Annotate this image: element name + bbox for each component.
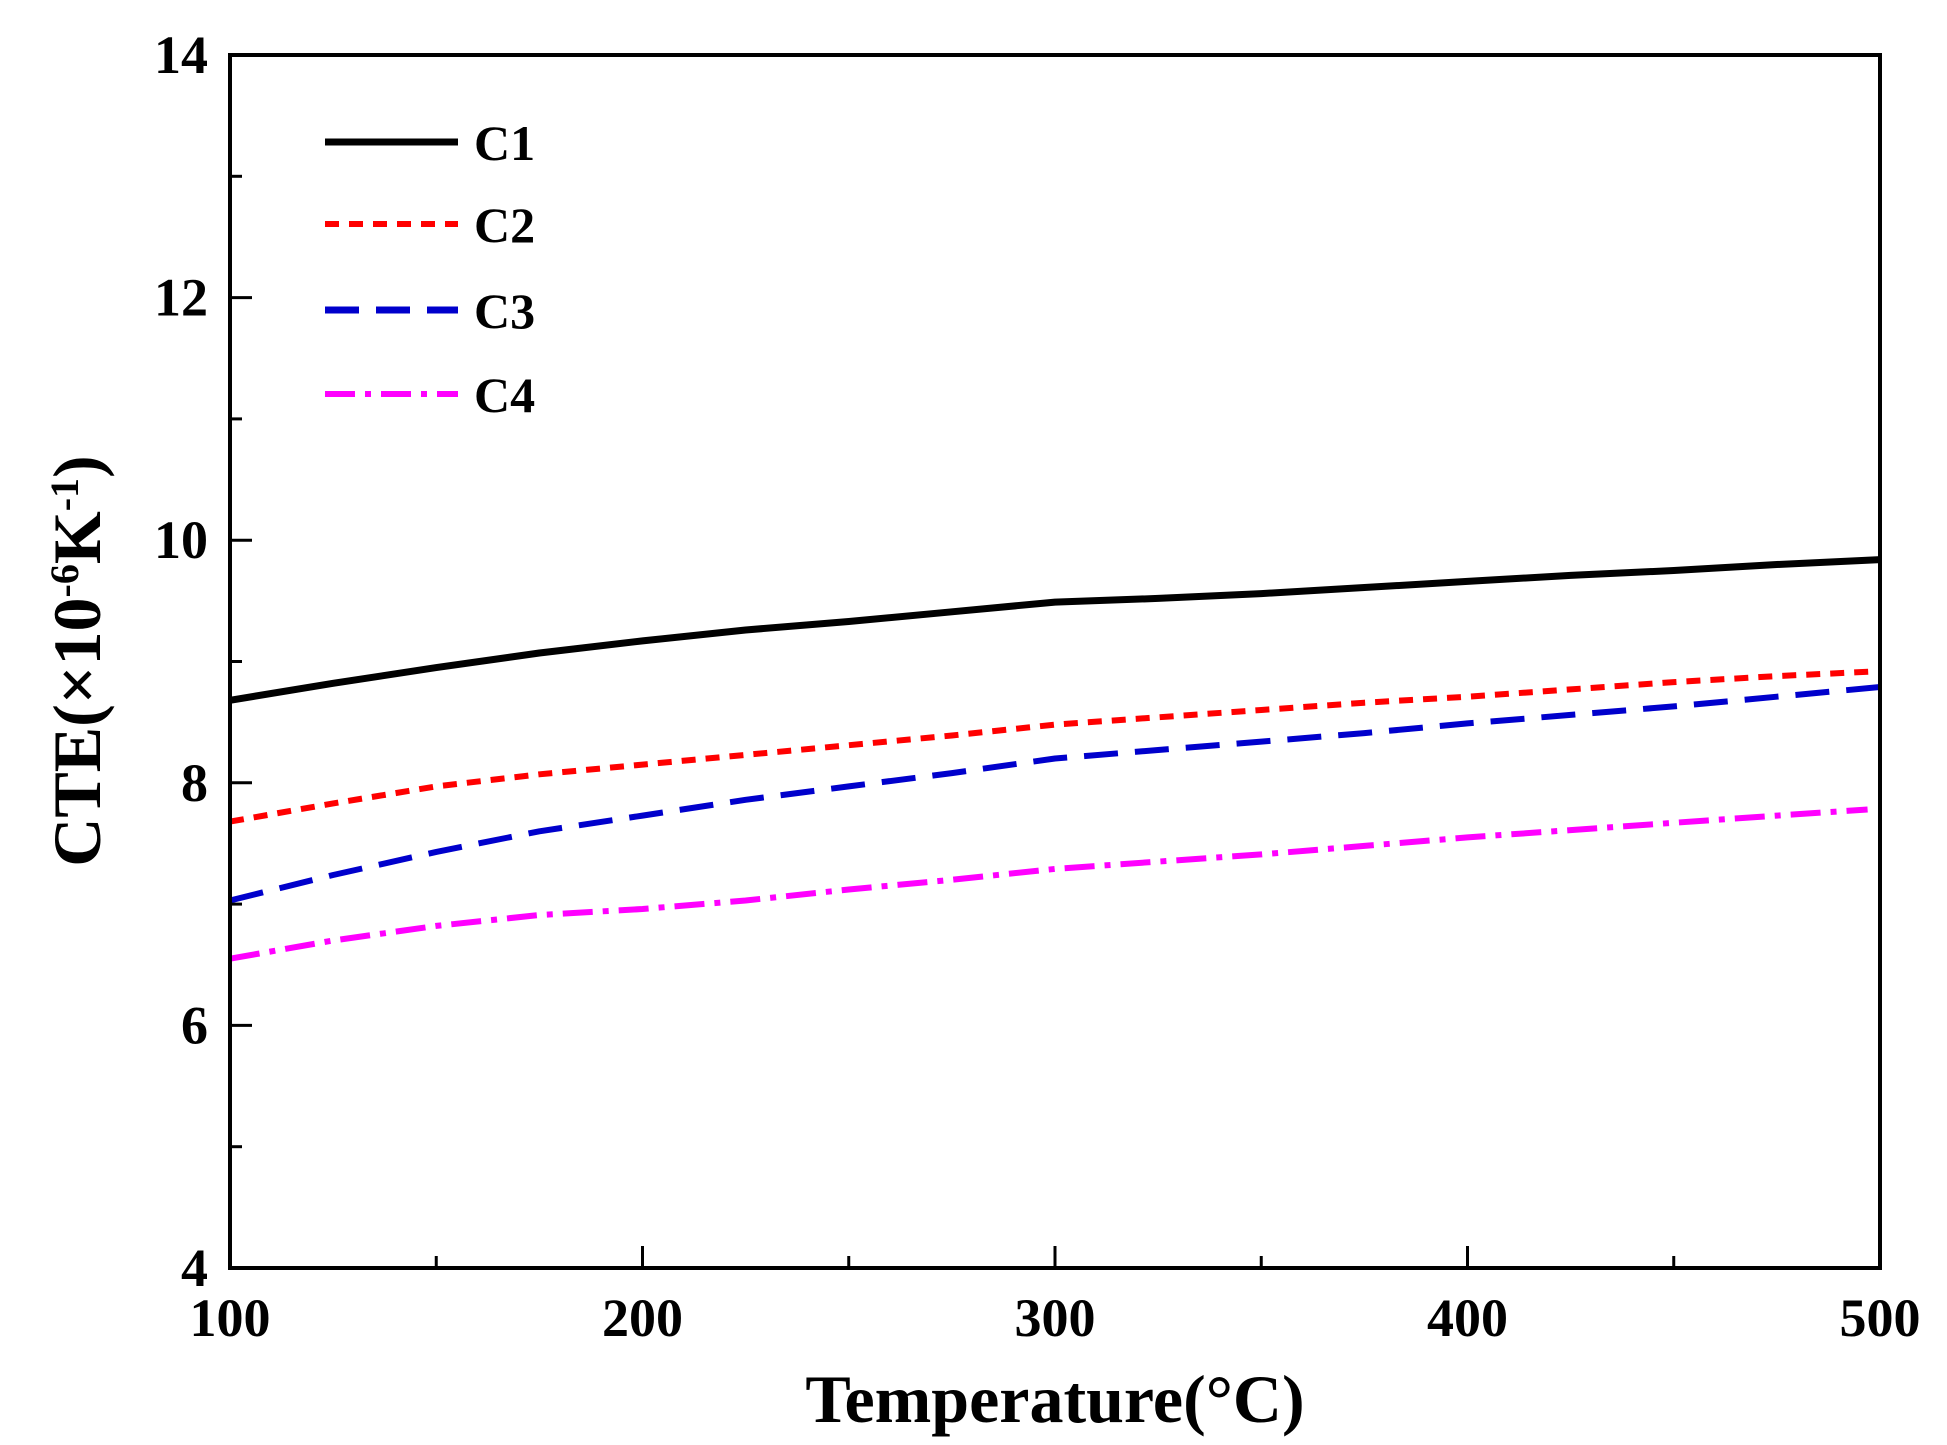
x-tick-label: 300	[1015, 1288, 1096, 1348]
y-tick-label: 4	[181, 1238, 208, 1298]
legend-item-c2: C2	[325, 197, 535, 253]
series-layer	[229, 556, 1881, 962]
x-tick-label: 100	[190, 1288, 271, 1348]
tick-labels-layer: 100 200 300 400 500 4 6 8 10 12 14	[154, 25, 1921, 1348]
x-tick-label: 200	[602, 1288, 683, 1348]
legend-item-c3: C3	[325, 283, 535, 339]
x-axis-title: Temperature(°C)	[805, 1361, 1304, 1437]
series-line-c4	[229, 806, 1868, 962]
y-axis-title-exp2: -1	[42, 478, 87, 511]
series-line-c3	[229, 684, 1881, 904]
y-tick-label: 12	[154, 268, 208, 328]
y-axis-title-suffix: )	[39, 455, 115, 478]
legend-item-c1: C1	[325, 115, 535, 171]
y-axis-title-prefix: CTE(×10	[39, 598, 115, 867]
ticks-layer	[228, 53, 1882, 1270]
y-axis-title: CTE(×10-6K-1)	[39, 455, 115, 866]
y-axis-title-exp1: -6	[42, 564, 87, 597]
y-tick-label: 10	[154, 510, 208, 570]
legend-label-c3: C3	[474, 283, 535, 339]
legend-label-c1: C1	[474, 115, 535, 171]
y-axis-title-unit: K	[39, 511, 115, 564]
series-line-c2	[229, 668, 1881, 825]
series-line-c1	[229, 556, 1881, 704]
y-tick-label: 6	[181, 995, 208, 1055]
legend-item-c4: C4	[325, 367, 535, 423]
y-tick-label: 14	[154, 25, 208, 85]
legend-label-c2: C2	[474, 197, 535, 253]
x-tick-label: 400	[1427, 1288, 1508, 1348]
x-tick-label: 500	[1840, 1288, 1921, 1348]
legend-label-c4: C4	[474, 367, 535, 423]
legend: C1 C2 C3 C4	[325, 115, 535, 423]
y-tick-label: 8	[181, 753, 208, 813]
